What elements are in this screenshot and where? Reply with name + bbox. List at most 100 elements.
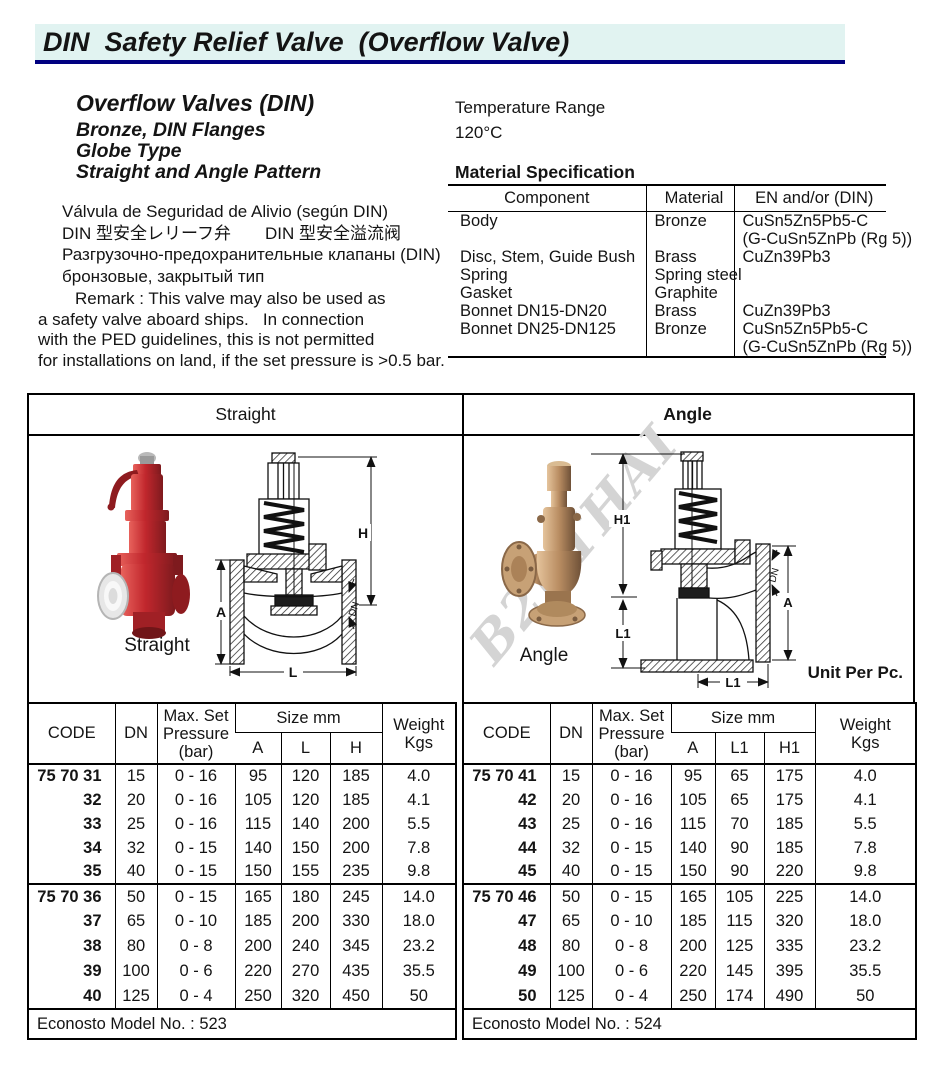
cell-pressure: 0 - 16 — [156, 764, 235, 788]
dim-label-h: H — [358, 525, 368, 541]
col-a: A — [235, 732, 281, 764]
page-title-bar: DIN Safety Relief Valve (Overflow Valve) — [35, 24, 845, 64]
straight-spec-table: CODE DN Max. Set Pressure (bar) Size mm … — [27, 702, 458, 1040]
cell-code: 37 — [83, 912, 102, 930]
dim-label-a: A — [783, 595, 793, 610]
cell-dn: 80 — [549, 934, 592, 959]
straight-valve-photo — [97, 452, 190, 639]
cell-weight: 7.8 — [381, 836, 457, 860]
table-row: Spring Spring steel — [448, 266, 886, 284]
cell-h: 200 — [329, 812, 383, 836]
cell-l1: 105 — [714, 883, 764, 909]
alt-names: Válvula de Seguridad de Alivio (según DI… — [62, 201, 441, 287]
cell-dn: 25 — [114, 812, 157, 836]
col-code: CODE — [47, 724, 96, 742]
cell-a: 165 — [234, 883, 281, 909]
table-row: Disc, Stem, Guide Bush Brass CuZn39Pb3 — [448, 248, 886, 266]
cell-code: 45 — [518, 862, 537, 880]
cell-dn: 40 — [114, 860, 157, 884]
cell-code: 75 70 41 — [472, 767, 537, 785]
col-h: H — [329, 732, 383, 764]
cell-l1: 125 — [714, 934, 764, 959]
product-heading-2: Bronze, DIN Flanges — [76, 119, 266, 141]
remark-line: for installations on land, if the set pr… — [38, 350, 445, 370]
table-row: 35 40 0 - 15 150 155 235 9.8 — [28, 860, 457, 884]
diagram-section: Straight Angle B2BTHAI — [27, 393, 915, 702]
dim-label-a: A — [216, 604, 226, 620]
cell-h1: 185 — [763, 836, 816, 860]
cell-h: 185 — [329, 788, 383, 812]
cell-dn: 100 — [114, 959, 157, 984]
table-subheader-row: A L H — [28, 732, 456, 764]
cell-weight: 4.0 — [814, 764, 917, 788]
dim-label-h1: H1 — [614, 512, 631, 527]
cell-en: (G-CuSn5ZnPb (Rg 5)) — [733, 230, 912, 248]
cell-l: 180 — [280, 883, 330, 909]
cell-code: 42 — [518, 790, 537, 809]
alt-name-russian-1: Разгрузочно-предохранительные клапаны (D… — [62, 245, 441, 264]
table-row: 75 70 41 15 0 - 16 95 65 175 4.0 — [463, 764, 917, 788]
cell-material: Brass — [645, 248, 734, 266]
cell-a: 95 — [234, 764, 281, 788]
angle-spec-table: CODE DN Max. Set Pressure (bar) Size mm … — [462, 702, 918, 1040]
product-heading-3: Globe Type — [76, 140, 182, 162]
cell-a: 115 — [234, 812, 281, 836]
cell-material: Spring steel — [645, 266, 742, 284]
table-row: 48 80 0 - 8 200 125 335 23.2 — [463, 934, 917, 959]
cell-dn: 32 — [114, 836, 157, 860]
cell-code: 34 — [83, 838, 102, 857]
cell-pressure: 0 - 15 — [156, 883, 235, 909]
cell-component: Bonnet DN15-DN20 — [460, 302, 607, 320]
cell-pressure: 0 - 8 — [156, 934, 235, 959]
cell-a: 250 — [670, 984, 715, 1009]
cell-pressure: 0 - 15 — [156, 860, 235, 884]
cell-dn: 20 — [549, 788, 592, 812]
model-number-note: Econosto Model No. : 523 — [28, 1008, 457, 1039]
cell-component: Bonnet DN25-DN125 — [460, 320, 616, 338]
remark-line: a safety valve aboard ships. In connecti… — [38, 309, 365, 329]
cell-component: Disc, Stem, Guide Bush — [460, 248, 636, 266]
cell-en: CuSn5Zn5Pb5-C — [733, 211, 886, 230]
table-row: 75 70 36 50 0 - 15 165 180 245 14.0 — [28, 883, 457, 909]
cell-code: 32 — [83, 790, 102, 809]
cell-l1: 145 — [714, 959, 764, 984]
table-row: 37 65 0 - 10 185 200 330 18.0 — [28, 909, 457, 934]
cell-weight: 4.0 — [381, 764, 457, 788]
cell-dn: 100 — [549, 959, 592, 984]
cell-weight: 9.8 — [381, 860, 457, 884]
table-row: 39 100 0 - 6 220 270 435 35.5 — [28, 959, 457, 984]
table-header-row: Component Material EN and/or (DIN) — [448, 185, 886, 212]
alt-name-cjk: DIN 型安全レリーフ弁 DIN 型安全溢流阀 — [62, 223, 401, 243]
cell-pressure: 0 - 4 — [156, 984, 235, 1009]
cell-a: 220 — [670, 959, 715, 984]
cell-l: 270 — [280, 959, 330, 984]
cell-dn: 65 — [549, 909, 592, 934]
dim-label-l: L — [289, 664, 298, 678]
cell-en: CuZn39Pb3 — [733, 248, 886, 266]
cell-h: 185 — [329, 764, 383, 788]
cell-dn: 32 — [549, 836, 592, 860]
cell-l1: 115 — [714, 909, 764, 934]
cell-h1: 490 — [763, 984, 816, 1009]
cell-material: Bronze — [645, 320, 734, 338]
product-heading-4: Straight and Angle Pattern — [76, 161, 322, 183]
cell-l: 155 — [280, 860, 330, 884]
remark-line: with the PED guidelines, this is not per… — [38, 330, 375, 349]
cell-a: 250 — [234, 984, 281, 1009]
cell-l1: 90 — [714, 836, 764, 860]
cell-dn: 15 — [114, 764, 157, 788]
cell-a: 95 — [670, 764, 715, 788]
cell-l: 240 — [280, 934, 330, 959]
cell-h: 245 — [329, 883, 383, 909]
table-row: 50 125 0 - 4 250 174 490 50 — [463, 984, 917, 1009]
cell-h: 345 — [329, 934, 383, 959]
cell-component — [448, 338, 646, 357]
cell-code: 48 — [518, 937, 537, 955]
table-subheader-row: A L1 H1 — [463, 732, 916, 764]
cell-weight: 14.0 — [814, 883, 917, 909]
cell-h1: 335 — [763, 934, 816, 959]
cell-dn: 125 — [114, 984, 157, 1009]
temperature-range-label: Temperature Range — [455, 98, 606, 117]
cell-material — [645, 338, 734, 357]
cell-a: 105 — [670, 788, 715, 812]
